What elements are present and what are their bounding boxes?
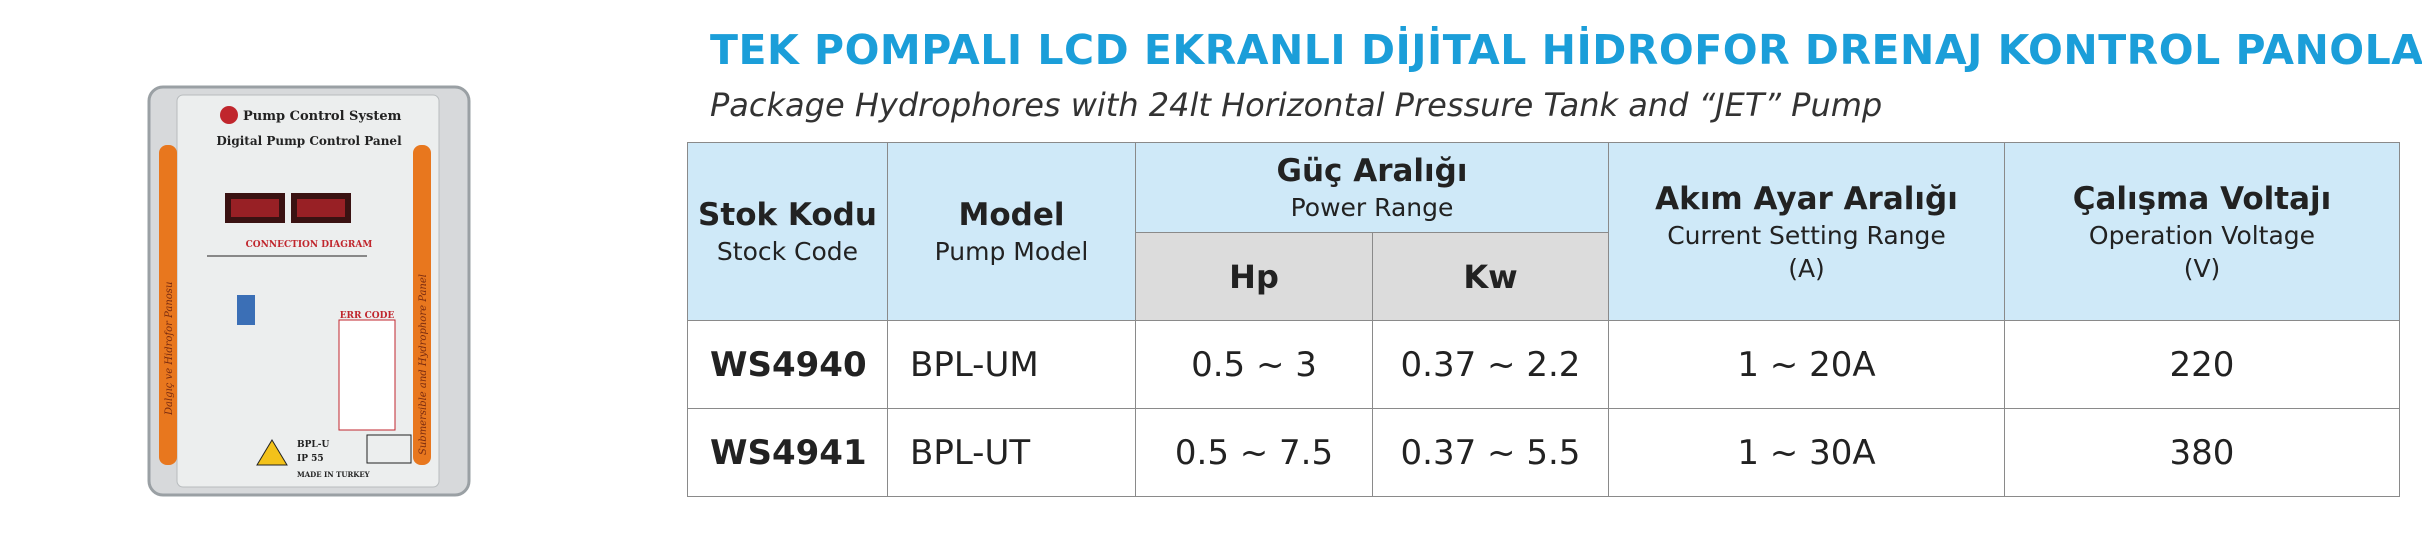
- panel-label: Digital Pump Control Panel: [216, 134, 402, 148]
- spec-table: Stok Kodu Stock Code Model Pump Model Güç …: [687, 142, 2400, 497]
- display-led: [231, 199, 279, 217]
- left-strip-label: Dalgıç ve Hidrofor Panosu: [164, 282, 175, 416]
- cell: 220: [2004, 320, 2400, 409]
- header-unit: (A): [1788, 253, 1825, 283]
- brand: Pump Control System: [243, 109, 402, 124]
- logo: [220, 106, 238, 124]
- header-cell: Güç Aralığı Power Range: [1135, 142, 1609, 233]
- err-label: ERR CODE: [340, 311, 395, 321]
- switch: [237, 295, 255, 325]
- right-strip-label: Submersible and Hydrophore Panel: [418, 274, 429, 455]
- cell: BPL-UM: [887, 320, 1136, 409]
- cell: 1 ~ 20A: [1608, 320, 2005, 409]
- cell: 0.5 ~ 7.5: [1135, 408, 1373, 497]
- subheader-cell: Hp: [1135, 232, 1373, 321]
- header-subtitle: Stock Code: [716, 237, 859, 266]
- header-cell: Model Pump Model: [887, 142, 1136, 321]
- cell: 0.37 ~ 2.2: [1372, 320, 1609, 409]
- panel: [176, 94, 440, 488]
- err-box: [338, 319, 396, 431]
- cell: BPL-UT: [887, 408, 1136, 497]
- origin-label: MADE IN TURKEY: [297, 470, 371, 479]
- header-cell: Akım Ayar Aralığı Current Setting Range (A…: [1608, 142, 2005, 321]
- diagram-line: [207, 255, 367, 257]
- header-subtitle: Power Range: [1290, 193, 1454, 222]
- header-subtitle: Operation Voltage: [2088, 220, 2316, 250]
- header-title: Çalışma Voltajı: [2072, 180, 2332, 217]
- diagram-label: CONNECTION DIAGRAM: [246, 240, 373, 250]
- cell: 1 ~ 30A: [1608, 408, 2005, 497]
- header-subtitle: Current Setting Range: [1667, 220, 1946, 250]
- cell: WS4940: [687, 320, 888, 409]
- cell: 380: [2004, 408, 2400, 497]
- left-strip: [159, 145, 177, 465]
- header-subtitle: Pump Model: [934, 237, 1089, 266]
- display-led: [297, 199, 345, 217]
- model-label: BPL-U: [297, 440, 329, 450]
- subheader-cell: Kw: [1372, 232, 1609, 321]
- header-title: Stok Kodu: [698, 197, 877, 233]
- right-strip: [413, 145, 431, 465]
- header-cell: Stok Kodu Stock Code: [687, 142, 888, 321]
- product-image: Pump Control System Digital Pump Control…: [147, 85, 471, 497]
- header-title: Model: [958, 197, 1065, 233]
- header-title: Güç Aralığı: [1276, 153, 1468, 189]
- cell: 0.5 ~ 3: [1135, 320, 1373, 409]
- header-unit: (V): [2183, 253, 2221, 283]
- title: TEK POMPALI LCD EKRANLI DİJİTAL HİDROFOR…: [710, 26, 2422, 74]
- ce-box: [366, 434, 412, 464]
- cell: WS4941: [687, 408, 888, 497]
- subtitle: Package Hydrophores with 24lt Horizontal…: [710, 86, 1883, 124]
- cell: 0.37 ~ 5.5: [1372, 408, 1609, 497]
- warning-icon: [256, 439, 288, 466]
- header-title: Akım Ayar Aralığı: [1655, 180, 1958, 217]
- ip-label: IP 55: [297, 454, 324, 464]
- header-cell: Çalışma Voltajı Operation Voltage (V): [2004, 142, 2400, 321]
